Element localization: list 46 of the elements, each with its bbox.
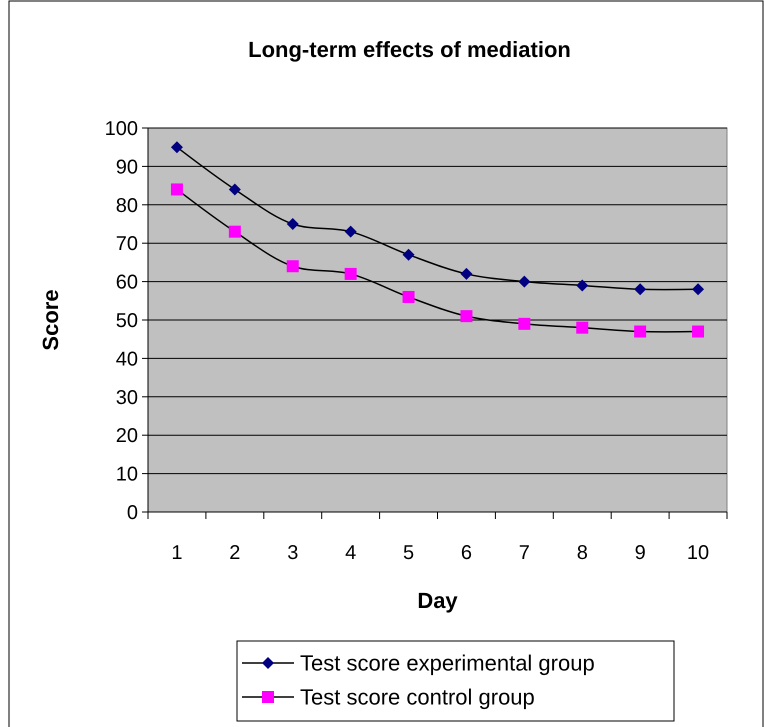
x-tick-label: 2: [229, 542, 240, 564]
point: [634, 326, 646, 338]
point: [286, 260, 299, 272]
point: [518, 276, 530, 288]
x-tick-label: 6: [460, 542, 472, 564]
x-tick-label: 4: [345, 542, 356, 564]
point: [344, 268, 357, 280]
y-tick-label: 60: [116, 272, 138, 294]
y-tick-label: 90: [116, 156, 138, 178]
x-tick-label: 9: [634, 542, 646, 564]
x-tick-label: 8: [576, 542, 588, 564]
y-tick-label: 30: [116, 386, 138, 409]
legend-label: Test score experimental group: [300, 650, 595, 676]
point: [402, 290, 415, 303]
point: [518, 318, 530, 330]
point: [692, 326, 704, 338]
y-tick-label: 20: [116, 425, 138, 448]
point: [692, 283, 704, 296]
point: [286, 218, 299, 230]
x-tick-label: 10: [686, 542, 710, 564]
point: [170, 183, 183, 196]
y-tick-label: 10: [116, 464, 138, 486]
y-tick-label: 0: [126, 502, 138, 524]
x-tick-label: 1: [171, 542, 183, 564]
y-tick-label: 100: [104, 118, 138, 140]
point: [170, 141, 183, 154]
point: [460, 310, 472, 322]
x-tick-label: 3: [287, 542, 298, 564]
y-tick-label: 70: [116, 233, 138, 256]
point: [228, 183, 241, 196]
point: [576, 279, 588, 292]
y-axis-title: Score: [38, 289, 63, 351]
point: [634, 283, 646, 296]
point: [344, 226, 357, 238]
x-tick-label: 5: [402, 542, 414, 564]
x-axis-title: Day: [417, 588, 458, 613]
y-tick-label: 50: [116, 310, 138, 332]
y-tick-label: 40: [116, 348, 138, 370]
x-tick-label: 7: [518, 542, 530, 564]
y-tick-label: 80: [116, 194, 138, 217]
chart-title: Long-term effects of mediation: [248, 37, 571, 62]
point: [228, 226, 241, 238]
point: [576, 322, 588, 334]
legend-label: Test score control group: [300, 684, 535, 710]
point: [460, 268, 472, 280]
point: [402, 248, 415, 261]
